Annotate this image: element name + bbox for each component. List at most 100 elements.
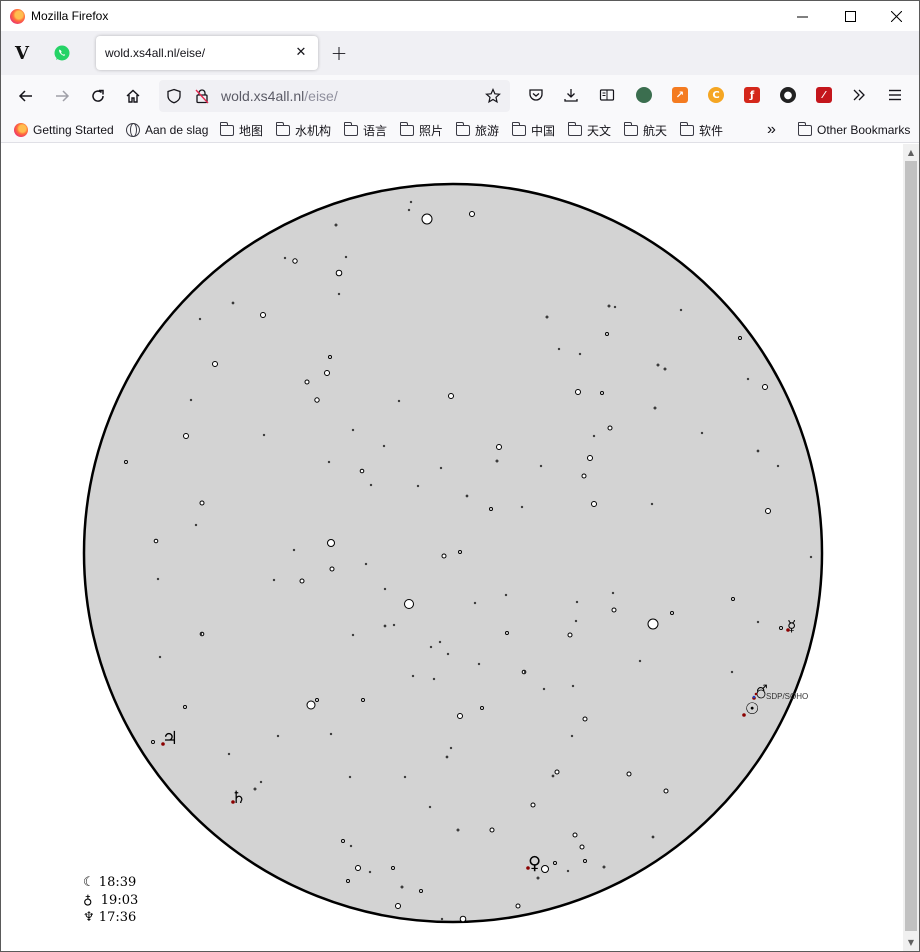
reload-button[interactable] bbox=[86, 84, 110, 108]
star bbox=[545, 315, 549, 319]
bookmark-folder-tianwen[interactable]: 天文 bbox=[567, 121, 611, 139]
earth-icon: ♁ bbox=[83, 892, 93, 908]
star bbox=[411, 674, 415, 678]
wand-extension-icon: ⁄ bbox=[816, 87, 832, 103]
pinned-tab-whatsapp[interactable] bbox=[52, 43, 72, 63]
shield-icon[interactable] bbox=[166, 88, 182, 108]
star bbox=[194, 523, 198, 527]
folder-icon bbox=[623, 121, 638, 136]
star bbox=[700, 431, 704, 435]
extension-button-6[interactable]: ⁄ bbox=[814, 85, 834, 105]
star bbox=[809, 555, 813, 559]
sun-symbol[interactable]: ☉ bbox=[745, 699, 759, 718]
downloads-button[interactable] bbox=[561, 85, 581, 105]
url-text[interactable]: wold.xs4all.nl/eise/ bbox=[221, 88, 338, 104]
close-window-button[interactable] bbox=[873, 1, 919, 31]
star bbox=[581, 473, 587, 479]
window-title: Mozilla Firefox bbox=[31, 9, 109, 23]
forward-button[interactable] bbox=[50, 84, 74, 108]
star bbox=[400, 885, 404, 889]
url-bar[interactable]: wold.xs4all.nl/eise/ bbox=[159, 80, 510, 112]
bookmarks-toolbar: Getting Started Aan de slag 地图 水机构 语言 照片… bbox=[1, 117, 919, 143]
maximize-button[interactable] bbox=[827, 1, 873, 31]
star bbox=[156, 577, 160, 581]
star bbox=[262, 433, 266, 437]
star bbox=[495, 459, 499, 463]
hamburger-menu-icon bbox=[889, 89, 901, 101]
minimize-button[interactable] bbox=[779, 1, 825, 31]
star bbox=[304, 379, 310, 385]
tab-close-icon[interactable]: ✕ bbox=[295, 44, 307, 60]
scroll-down-arrow-icon[interactable]: ▼ bbox=[907, 938, 915, 947]
overflow-menu-button[interactable] bbox=[849, 85, 869, 105]
pocket-button[interactable] bbox=[526, 85, 546, 105]
star bbox=[607, 425, 613, 431]
new-tab-button[interactable]: + bbox=[330, 41, 348, 65]
bookmark-getting-started[interactable]: Getting Started bbox=[14, 121, 114, 139]
close-icon bbox=[890, 10, 902, 22]
mercury-symbol[interactable]: ☿ bbox=[787, 617, 796, 635]
bookmark-aan-de-slag[interactable]: Aan de slag bbox=[126, 121, 208, 139]
extension-button-4[interactable]: ƒ bbox=[742, 85, 762, 105]
star bbox=[260, 312, 266, 318]
bookmark-star-icon[interactable] bbox=[485, 88, 501, 108]
insecure-lock-icon[interactable] bbox=[194, 88, 210, 108]
star bbox=[419, 889, 423, 893]
extension-button-2[interactable]: ↗ bbox=[670, 85, 690, 105]
star bbox=[361, 698, 365, 702]
saturn-symbol[interactable]: ♄ bbox=[231, 788, 246, 808]
pinned-tab-vivino[interactable]: V bbox=[12, 43, 32, 64]
venus-symbol[interactable]: ♀ bbox=[528, 853, 541, 874]
bookmark-folder-hangtian[interactable]: 航天 bbox=[623, 121, 667, 139]
jupiter-symbol[interactable]: ♃ bbox=[162, 728, 178, 749]
bookmark-folder-ruanjian[interactable]: 软件 bbox=[679, 121, 723, 139]
bookmark-folder-lvyou[interactable]: 旅游 bbox=[455, 121, 499, 139]
bookmark-folder-shuijigou[interactable]: 水机构 bbox=[275, 121, 331, 139]
scroll-thumb[interactable] bbox=[905, 161, 917, 931]
star bbox=[515, 903, 521, 909]
neptune-icon: ♆ bbox=[83, 910, 95, 925]
vertical-scrollbar[interactable]: ▲ ▼ bbox=[903, 144, 919, 951]
app-menu-button[interactable] bbox=[885, 85, 905, 105]
saturn-marker bbox=[231, 800, 235, 804]
bookmarks-overflow-button[interactable]: » bbox=[767, 121, 776, 138]
star bbox=[348, 775, 352, 779]
sun-marker bbox=[742, 713, 746, 717]
bookmark-folder-ditu[interactable]: 地图 bbox=[219, 121, 263, 139]
star bbox=[572, 832, 578, 838]
globe-extension-icon: ● bbox=[780, 87, 796, 103]
star bbox=[395, 903, 401, 909]
folder-icon bbox=[679, 121, 694, 136]
bookmark-folder-yuyan[interactable]: 语言 bbox=[343, 121, 387, 139]
star bbox=[605, 332, 609, 336]
globe-icon bbox=[126, 123, 140, 137]
star bbox=[409, 200, 413, 204]
scroll-up-arrow-icon[interactable]: ▲ bbox=[907, 148, 915, 157]
star bbox=[611, 591, 615, 595]
tab-active[interactable]: wold.xs4all.nl/eise/ ✕ bbox=[96, 36, 318, 70]
reader-view-button[interactable] bbox=[597, 85, 617, 105]
bookmark-folder-zhongguo[interactable]: 中国 bbox=[511, 121, 555, 139]
orange-extension-icon: ↗ bbox=[672, 87, 688, 103]
star bbox=[314, 397, 320, 403]
star bbox=[489, 507, 493, 511]
star bbox=[438, 640, 442, 644]
back-button[interactable] bbox=[14, 84, 38, 108]
star bbox=[199, 632, 203, 636]
bookmark-folder-zhaopian[interactable]: 照片 bbox=[399, 121, 443, 139]
extension-button-3[interactable]: C bbox=[706, 85, 726, 105]
star bbox=[448, 393, 454, 399]
sky-chart[interactable]: ☿♂☉♃♄♀SDP/SOHO bbox=[1, 144, 903, 951]
star bbox=[465, 494, 469, 498]
star bbox=[566, 869, 570, 873]
star bbox=[613, 305, 617, 309]
extension-button-1[interactable] bbox=[634, 85, 654, 105]
star bbox=[570, 734, 574, 738]
home-button[interactable] bbox=[121, 84, 145, 108]
extension-button-5[interactable]: ● bbox=[778, 85, 798, 105]
other-bookmarks-folder[interactable]: Other Bookmarks bbox=[797, 121, 910, 139]
star bbox=[574, 619, 578, 623]
folder-icon bbox=[219, 121, 234, 136]
neptune-rise-time: ♆ 17:36 bbox=[83, 910, 137, 925]
